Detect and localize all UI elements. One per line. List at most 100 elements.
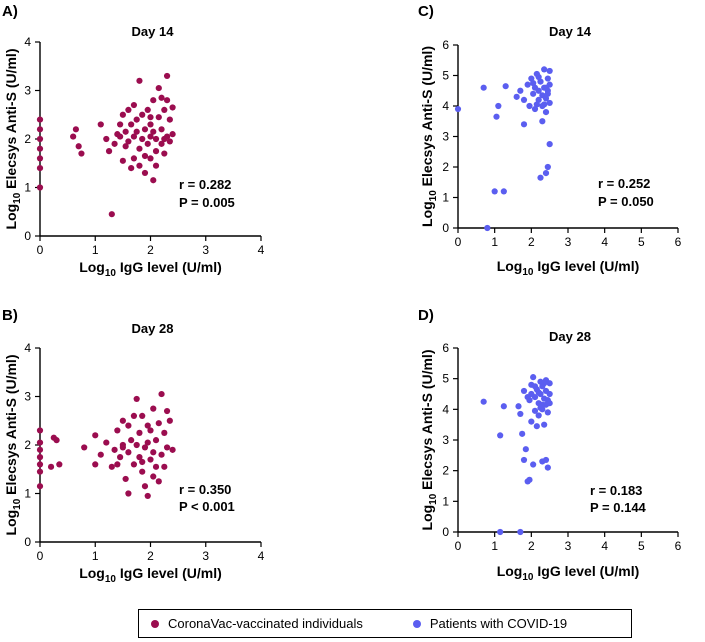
data-point — [528, 418, 535, 425]
y-tick-label: 3 — [24, 390, 31, 404]
correlation-r-label: r = 0.252 — [598, 176, 650, 191]
data-point — [531, 383, 539, 390]
data-point — [163, 444, 171, 451]
data-point — [36, 126, 44, 133]
correlation-r-label: r = 0.183 — [590, 483, 642, 498]
data-point — [36, 483, 44, 490]
data-point — [535, 389, 542, 396]
data-point — [535, 412, 542, 419]
data-point — [530, 90, 537, 97]
data-point — [147, 155, 154, 162]
panel-label: B) — [2, 307, 18, 324]
x-tick-label: 0 — [37, 549, 44, 563]
data-point — [541, 101, 548, 108]
x-tick-label: 0 — [37, 243, 44, 257]
y-axis-label: Log10 Elecsys Anti-S (U/ml) — [419, 46, 439, 227]
data-point — [36, 184, 44, 191]
data-point — [125, 138, 132, 145]
data-point — [520, 121, 528, 128]
data-point — [141, 126, 149, 133]
data-point — [125, 449, 132, 456]
data-point — [533, 423, 540, 430]
data-point — [133, 395, 140, 403]
data-point — [152, 148, 160, 155]
data-point — [169, 131, 176, 138]
y-tick-label: 5 — [442, 372, 449, 386]
panel-label: C) — [418, 3, 434, 20]
x-tick-label: 6 — [675, 235, 682, 249]
p-value-label: P = 0.050 — [598, 194, 654, 209]
y-tick-label: 1 — [24, 487, 31, 501]
data-point — [515, 403, 522, 410]
data-point — [524, 393, 531, 401]
data-point — [139, 111, 146, 118]
data-point — [119, 157, 126, 164]
data-point — [530, 80, 537, 87]
data-point — [136, 162, 143, 169]
data-point — [114, 427, 121, 434]
data-point — [155, 478, 162, 485]
data-point — [513, 93, 520, 100]
y-tick-label: 0 — [24, 535, 31, 549]
data-point — [92, 461, 99, 468]
data-point — [72, 126, 80, 133]
data-point — [103, 439, 110, 446]
data-point — [130, 101, 138, 109]
data-point — [36, 135, 44, 143]
data-point — [546, 67, 553, 75]
data-point — [161, 429, 168, 436]
data-point — [128, 437, 135, 444]
y-tick-label: 2 — [442, 464, 449, 478]
data-point — [139, 135, 146, 143]
data-point — [136, 77, 143, 84]
correlation-r-label: r = 0.282 — [179, 177, 231, 192]
y-axis-label: Log10 Elecsys Anti-S (U/ml) — [3, 355, 23, 536]
data-point — [139, 412, 146, 419]
x-tick-label: 1 — [491, 539, 498, 553]
data-point — [141, 444, 149, 451]
data-point — [36, 165, 44, 172]
data-point — [546, 141, 553, 148]
x-tick-label: 1 — [92, 549, 99, 563]
chart-title: Day 28 — [132, 321, 174, 336]
legend: CoronaVac-vaccinated individuals Patient… — [138, 609, 632, 638]
p-value-label: P = 0.005 — [179, 195, 235, 210]
panel-d: D) Day 28 0 1 2 3 4 5 6 0 1 2 3 4 5 6 Log10 IgG level (U… — [418, 307, 682, 583]
x-tick-label: 1 — [491, 235, 498, 249]
data-point — [133, 116, 140, 123]
y-tick-label: 4 — [24, 35, 31, 49]
y-axis-label: Log10 Elecsys Anti-S (U/ml) — [3, 49, 23, 230]
data-point — [150, 97, 157, 104]
data-point — [535, 87, 542, 94]
y-tick-label: 2 — [24, 438, 31, 452]
panel-c: C) Day 14 0 1 2 3 4 5 6 0 1 2 3 4 5 6 Log10 IgG level (U… — [418, 3, 682, 278]
data-point — [139, 468, 146, 475]
data-point — [531, 407, 539, 414]
x-tick-label: 5 — [638, 539, 645, 553]
data-point — [484, 224, 491, 232]
data-point — [155, 84, 162, 92]
data-point — [546, 99, 553, 107]
x-tick-label: 2 — [528, 235, 535, 249]
chart-title: Day 14 — [132, 24, 175, 39]
data-point — [92, 432, 99, 439]
data-point — [497, 528, 504, 536]
y-tick-label: 3 — [24, 84, 31, 98]
data-point — [480, 84, 487, 91]
data-point — [530, 374, 537, 381]
legend-marker-covid — [412, 619, 421, 628]
data-point — [520, 387, 528, 395]
data-point — [158, 390, 165, 398]
data-point — [36, 155, 44, 162]
y-tick-label: 3 — [442, 130, 449, 144]
x-axis-label: Log10 IgG level (U/ml) — [79, 565, 222, 585]
data-point — [519, 430, 526, 437]
data-point — [542, 170, 550, 177]
y-tick-label: 4 — [24, 341, 31, 355]
data-point — [141, 169, 149, 177]
x-tick-label: 2 — [147, 549, 154, 563]
data-point — [150, 449, 157, 456]
data-point — [103, 135, 110, 143]
data-point — [125, 490, 132, 497]
data-point — [147, 121, 154, 128]
